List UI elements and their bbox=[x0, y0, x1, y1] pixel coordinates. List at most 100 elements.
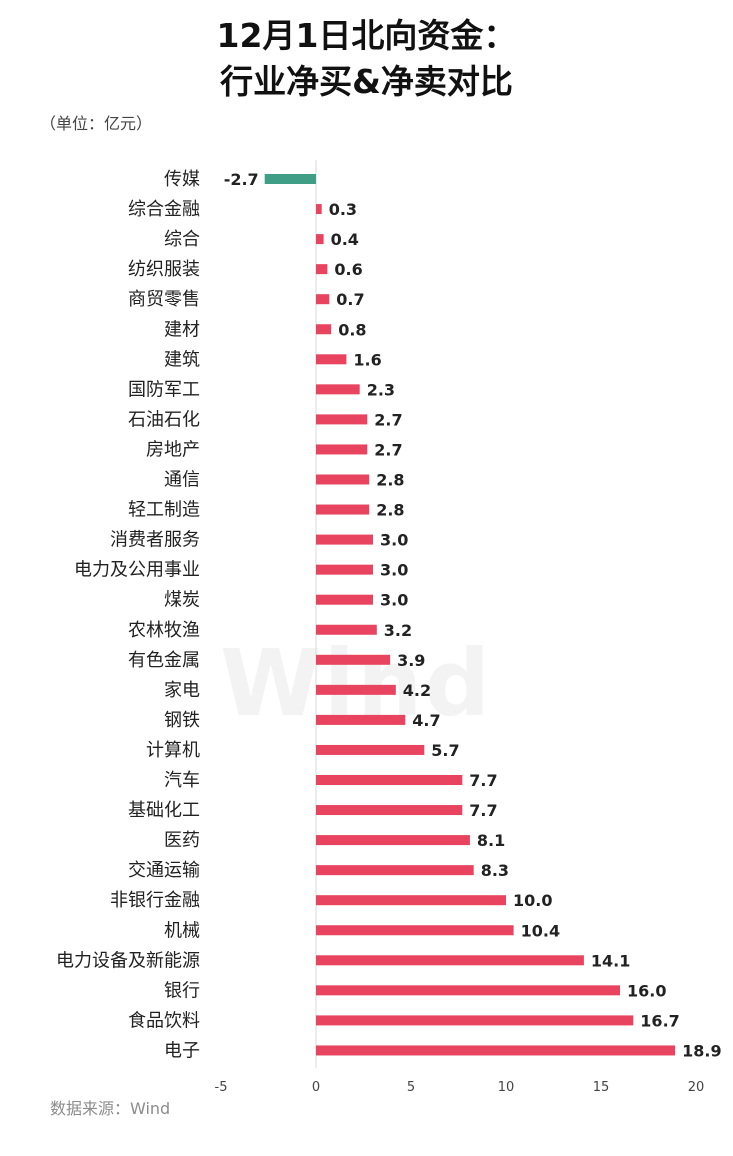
bar bbox=[316, 264, 328, 275]
data-label: 3.0 bbox=[380, 531, 408, 550]
category-label: 纺织服装 bbox=[128, 259, 200, 280]
bar bbox=[316, 1015, 634, 1026]
data-label: 3.2 bbox=[384, 621, 412, 640]
category-label: 电子 bbox=[164, 1040, 200, 1061]
category-label: 电力及公用事业 bbox=[74, 560, 200, 581]
bar bbox=[316, 955, 584, 966]
category-label: 商贸零售 bbox=[128, 289, 200, 310]
data-label: 0.3 bbox=[329, 200, 357, 219]
bar bbox=[316, 684, 396, 695]
category-label: 综合金融 bbox=[128, 199, 200, 220]
data-label: 0.7 bbox=[336, 290, 364, 309]
x-tick-label: 10 bbox=[498, 1080, 515, 1095]
data-label: 3.0 bbox=[380, 561, 408, 580]
data-label: 8.1 bbox=[477, 831, 505, 850]
category-label: 基础化工 bbox=[128, 800, 200, 821]
data-label: 2.3 bbox=[367, 380, 395, 399]
category-label: 传媒 bbox=[164, 169, 200, 190]
category-label: 家电 bbox=[164, 680, 200, 701]
category-label: 建材 bbox=[164, 319, 200, 340]
bar bbox=[316, 835, 470, 846]
bar bbox=[316, 744, 425, 755]
data-label: 7.7 bbox=[469, 771, 497, 790]
data-label: 0.4 bbox=[331, 230, 359, 249]
category-label: 轻工制造 bbox=[128, 500, 200, 521]
category-label: 钢铁 bbox=[164, 710, 200, 731]
data-label: 3.0 bbox=[380, 591, 408, 610]
data-label: -2.7 bbox=[224, 170, 259, 189]
category-label: 汽车 bbox=[164, 770, 200, 791]
bar bbox=[316, 354, 347, 365]
bar bbox=[316, 925, 514, 936]
x-tick-label: 5 bbox=[407, 1080, 415, 1095]
category-label: 通信 bbox=[164, 470, 200, 491]
category-label: 房地产 bbox=[146, 439, 200, 460]
bar bbox=[316, 654, 391, 665]
data-label: 0.6 bbox=[334, 260, 362, 279]
data-label: 4.2 bbox=[403, 681, 431, 700]
bar bbox=[316, 865, 474, 876]
category-label: 石油石化 bbox=[128, 409, 200, 430]
category-label: 食品饮料 bbox=[128, 1010, 200, 1031]
category-label: 医药 bbox=[164, 830, 200, 851]
data-label: 10.0 bbox=[513, 891, 552, 910]
bar bbox=[316, 594, 373, 605]
category-label: 电力设备及新能源 bbox=[56, 950, 200, 971]
data-label: 16.0 bbox=[627, 981, 666, 1000]
bar bbox=[264, 174, 316, 184]
category-label: 消费者服务 bbox=[110, 530, 200, 551]
bar bbox=[316, 324, 332, 335]
bar bbox=[316, 534, 373, 545]
bar bbox=[316, 414, 368, 425]
category-label: 交通运输 bbox=[128, 860, 200, 881]
bar bbox=[316, 714, 406, 725]
category-label: 机械 bbox=[164, 920, 200, 941]
data-label: 0.8 bbox=[338, 320, 366, 339]
data-label: 8.3 bbox=[481, 861, 509, 880]
data-label: 5.7 bbox=[431, 741, 459, 760]
bar bbox=[316, 384, 360, 395]
bar bbox=[316, 294, 330, 305]
data-label: 1.6 bbox=[353, 350, 381, 369]
x-tick-label: 0 bbox=[312, 1080, 320, 1095]
bar bbox=[316, 1045, 676, 1056]
x-tick-label: 15 bbox=[593, 1080, 610, 1095]
data-label: 3.9 bbox=[397, 651, 425, 670]
category-label: 建筑 bbox=[164, 349, 200, 370]
data-label: 4.7 bbox=[412, 711, 440, 730]
source-label: 数据来源：Wind bbox=[50, 1099, 171, 1118]
category-label: 有色金属 bbox=[128, 650, 200, 671]
category-label: 非银行金融 bbox=[110, 890, 200, 911]
data-label: 2.8 bbox=[376, 471, 404, 490]
data-label: 2.7 bbox=[374, 410, 402, 429]
bar bbox=[316, 204, 322, 215]
x-tick-label: -5 bbox=[215, 1080, 228, 1095]
unit-label: （单位：亿元） bbox=[40, 114, 153, 133]
bar bbox=[316, 805, 463, 816]
data-label: 16.7 bbox=[640, 1011, 679, 1030]
category-label: 农林牧渔 bbox=[128, 620, 200, 641]
category-label: 国防军工 bbox=[128, 379, 200, 400]
bar bbox=[316, 234, 324, 245]
bar bbox=[316, 895, 506, 906]
category-label: 计算机 bbox=[146, 740, 200, 761]
data-label: 2.8 bbox=[376, 501, 404, 520]
data-label: 10.4 bbox=[521, 921, 560, 940]
data-label: 7.7 bbox=[469, 801, 497, 820]
category-label: 煤炭 bbox=[164, 590, 200, 611]
bar bbox=[316, 775, 463, 785]
data-label: 14.1 bbox=[591, 951, 630, 970]
bar bbox=[316, 624, 377, 635]
bar bbox=[316, 564, 373, 575]
bar bbox=[316, 985, 620, 996]
bar bbox=[316, 504, 370, 515]
data-label: 2.7 bbox=[374, 440, 402, 459]
chart-title-line-2: 行业净买&净卖对比 bbox=[220, 62, 513, 101]
chart-title-line-1: 12月1日北向资金： bbox=[216, 16, 517, 55]
category-label: 银行 bbox=[164, 980, 200, 1001]
data-label: 18.9 bbox=[682, 1041, 721, 1060]
bar bbox=[316, 444, 368, 455]
category-label: 综合 bbox=[164, 229, 200, 250]
x-tick-label: 20 bbox=[688, 1080, 705, 1095]
